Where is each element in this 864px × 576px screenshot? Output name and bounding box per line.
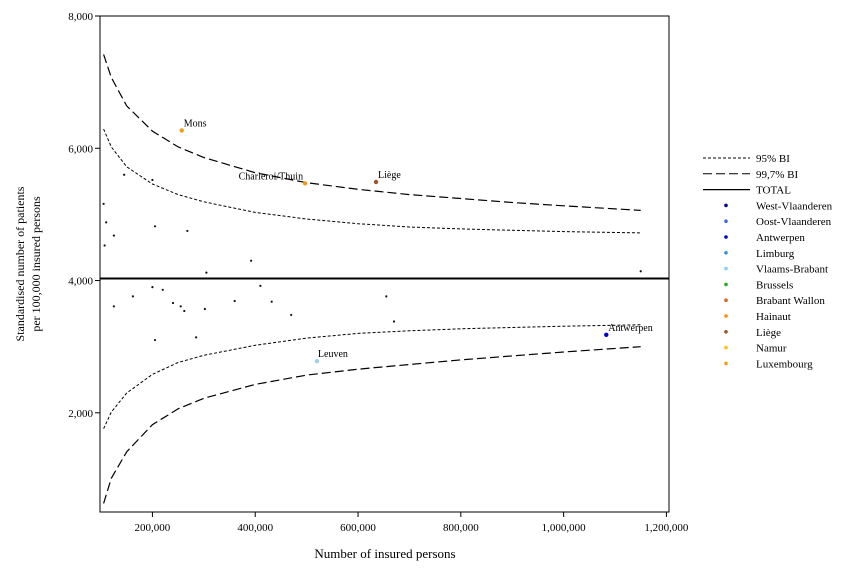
legend-label: Namur bbox=[756, 343, 787, 355]
point-label: Mons bbox=[184, 118, 207, 129]
y-tick-label: 8,000 bbox=[68, 11, 93, 23]
data-point bbox=[639, 270, 642, 273]
legend-label: Vlaams-Brabant bbox=[756, 264, 828, 276]
legend-dot-swatch bbox=[724, 251, 728, 255]
data-point bbox=[112, 305, 115, 308]
legend-dot-swatch bbox=[724, 282, 728, 287]
y-tick-label: 2,000 bbox=[68, 408, 93, 420]
legend-label: Brussels bbox=[756, 279, 793, 291]
x-tick-label: 600,000 bbox=[340, 522, 376, 534]
y-axis-label-line-1: Standardised number of patients bbox=[13, 186, 27, 341]
legend-label: West-Vlaanderen bbox=[756, 200, 833, 212]
data-point bbox=[250, 259, 253, 262]
plot-frame bbox=[99, 15, 670, 513]
y-axis: 2,000 4,000 6,000 8,000 bbox=[68, 11, 100, 420]
ci997-upper-line bbox=[103, 54, 641, 211]
data-point-labeled bbox=[604, 332, 609, 337]
data-point bbox=[270, 300, 273, 303]
legend-label: Luxembourg bbox=[756, 358, 813, 370]
x-tick-label: 400,000 bbox=[237, 522, 273, 534]
point-label: Charleroi/Thuin bbox=[239, 171, 303, 182]
data-point bbox=[392, 320, 396, 323]
legend-dot-swatch bbox=[724, 345, 728, 350]
confidence-interval-lines bbox=[103, 54, 641, 504]
data-point bbox=[203, 307, 206, 311]
data-point bbox=[102, 202, 105, 205]
data-point bbox=[186, 229, 189, 233]
data-point bbox=[171, 301, 175, 305]
data-point bbox=[105, 221, 108, 224]
data-points bbox=[102, 128, 642, 364]
legend-dot-swatch bbox=[724, 314, 728, 318]
data-point bbox=[112, 234, 115, 237]
x-axis-label: Number of insured persons bbox=[314, 546, 455, 561]
legend-label: 95% BI bbox=[756, 153, 790, 165]
y-tick-label: 4,000 bbox=[68, 276, 93, 288]
legend-label: Antwerpen bbox=[756, 232, 805, 244]
data-point bbox=[161, 288, 164, 291]
data-point bbox=[151, 286, 154, 289]
data-point-labeled bbox=[373, 179, 379, 185]
data-point-labeled bbox=[302, 181, 308, 186]
data-point bbox=[385, 295, 388, 298]
x-tick-label: 1,000,000 bbox=[542, 522, 587, 534]
data-point bbox=[153, 225, 157, 228]
x-tick-label: 800,000 bbox=[443, 522, 479, 534]
legend-label: 99,7% BI bbox=[756, 169, 799, 181]
data-point bbox=[103, 244, 106, 247]
data-point bbox=[131, 295, 134, 298]
point-label: Antwerpen bbox=[608, 323, 652, 334]
data-point bbox=[195, 336, 198, 339]
data-point bbox=[259, 284, 262, 287]
data-point bbox=[290, 313, 293, 317]
legend: 95% BI 99,7% BI TOTAL West-Vlaanderen Oost-V… bbox=[703, 153, 833, 370]
data-point bbox=[183, 309, 186, 313]
ci95-lower-line bbox=[103, 324, 641, 429]
legend-dot-swatch bbox=[724, 330, 728, 334]
point-label: Leuven bbox=[318, 349, 348, 360]
ci997-lower-line bbox=[103, 346, 641, 504]
data-point-labeled bbox=[179, 128, 184, 133]
point-labels: Mons Charleroi/Thuin Liège Leuven Antwerpen bbox=[184, 118, 653, 360]
legend-label: Brabant Wallon bbox=[756, 295, 825, 307]
x-tick-label: 1,200,000 bbox=[644, 522, 689, 534]
legend-label: Hainaut bbox=[756, 311, 791, 323]
y-axis-label-line-2: per 100,000 insured persons bbox=[29, 196, 43, 332]
y-tick-label: 6,000 bbox=[68, 143, 93, 155]
data-point bbox=[151, 178, 154, 182]
data-point bbox=[123, 173, 126, 176]
legend-dot-swatch bbox=[724, 266, 728, 271]
point-label: Liège bbox=[378, 170, 401, 181]
x-tick-label: 200,000 bbox=[135, 522, 171, 534]
legend-dot-swatch bbox=[724, 219, 728, 223]
legend-dot-swatch bbox=[724, 298, 728, 303]
legend-dot-swatch bbox=[724, 235, 728, 239]
legend-dot-swatch bbox=[724, 361, 728, 366]
legend-label: Liège bbox=[756, 327, 781, 339]
legend-label: Limburg bbox=[756, 248, 795, 260]
x-axis: 200,000 400,000 600,000 800,000 1,000,000 1,2… bbox=[135, 512, 689, 534]
data-point bbox=[233, 299, 236, 303]
data-point bbox=[205, 271, 208, 274]
ci95-upper-line bbox=[103, 128, 641, 234]
data-point bbox=[153, 338, 157, 342]
legend-label: TOTAL bbox=[756, 185, 791, 197]
data-point bbox=[179, 305, 182, 308]
data-point-labeled bbox=[314, 359, 320, 364]
legend-dot-swatch bbox=[724, 203, 728, 208]
legend-label: Oost-Vlaanderen bbox=[756, 216, 832, 228]
